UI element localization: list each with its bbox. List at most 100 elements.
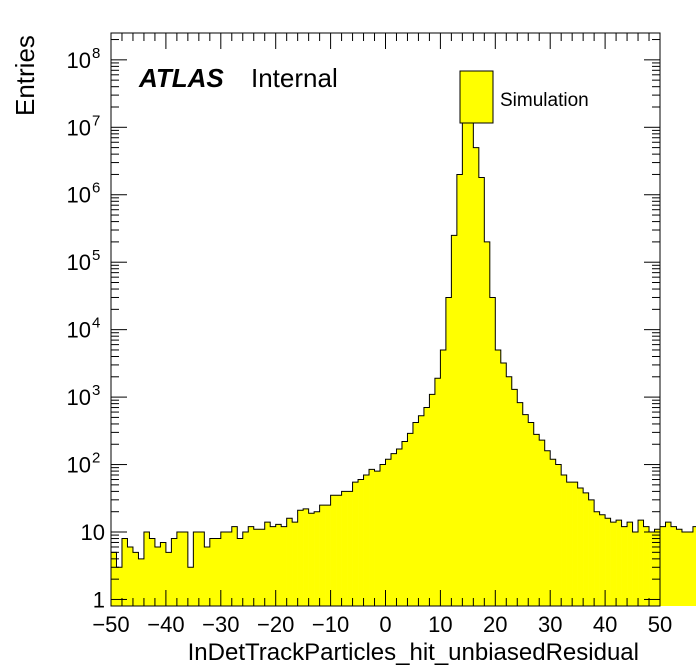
histogram-bar <box>632 532 639 606</box>
histogram-bar <box>182 532 189 606</box>
histogram-bar <box>434 378 441 606</box>
histogram-bar <box>341 491 348 606</box>
histogram-bar <box>429 394 436 606</box>
histogram-bar <box>171 538 178 606</box>
x-tick-label: −50 <box>92 612 129 637</box>
histogram-bar <box>259 529 266 606</box>
histogram-bar <box>412 422 419 606</box>
histogram-bar <box>121 538 128 606</box>
histogram-bar <box>237 538 244 606</box>
x-tick-label: 10 <box>428 612 452 637</box>
y-tick-label: 10 <box>67 115 91 140</box>
y-tick-label: 1 <box>93 587 105 612</box>
histogram-bar <box>605 518 611 606</box>
x-tick-label: 50 <box>648 612 672 637</box>
histogram-bar <box>467 113 474 606</box>
histogram-bar <box>511 389 518 606</box>
histogram-bar <box>681 532 688 606</box>
histogram-bar <box>270 526 276 606</box>
y-tick-label: 10 <box>67 385 91 410</box>
histogram-bar <box>621 526 628 606</box>
histogram-bar <box>154 546 161 606</box>
histogram-bar <box>198 532 205 606</box>
histogram-bar <box>550 459 556 606</box>
histogram-outline <box>110 113 696 606</box>
y-tick-exponent: 6 <box>92 180 100 197</box>
histogram-bar <box>500 363 507 606</box>
histogram-bar <box>692 526 696 606</box>
histogram-bar <box>687 532 694 606</box>
histogram-bar <box>643 526 650 606</box>
histogram-bar <box>374 471 381 606</box>
legend: Simulation <box>459 70 589 124</box>
histogram-bar <box>401 441 408 606</box>
histogram-bar <box>187 567 194 606</box>
histogram-bar <box>204 546 211 606</box>
histogram-bar <box>248 526 255 606</box>
histogram-bar <box>627 522 633 606</box>
histogram-bar <box>308 513 315 606</box>
histogram-bar <box>484 241 491 607</box>
histogram-bar <box>325 505 331 606</box>
histogram-bar <box>380 464 386 606</box>
histogram-bar <box>264 522 271 606</box>
histogram-bar <box>165 552 172 606</box>
histogram-bar <box>665 522 672 606</box>
histogram-bar <box>330 495 337 606</box>
histogram-bar <box>456 174 463 606</box>
histogram-bar <box>670 526 677 606</box>
histogram-bar <box>160 542 167 606</box>
x-tick-label: −30 <box>202 612 239 637</box>
histogram-bar <box>544 450 551 606</box>
x-tick-label: 30 <box>538 612 562 637</box>
histogram-bar <box>594 511 600 606</box>
histogram-bar <box>292 522 298 606</box>
histogram-bar <box>286 518 293 606</box>
x-axis-ticks: −50 −40 −30 −20 −10 0 10 20 30 40 50 <box>92 33 672 637</box>
histogram-bar <box>396 449 403 606</box>
histogram-bar <box>116 567 123 606</box>
histogram-bar <box>132 552 139 606</box>
histogram-bar <box>638 520 644 606</box>
histogram-bar <box>314 511 320 606</box>
histogram-bar <box>358 479 364 606</box>
histogram-bar <box>610 522 617 606</box>
y-tick-label: 10 <box>81 520 105 545</box>
histogram-bar <box>385 459 392 606</box>
histogram-bar <box>363 475 370 606</box>
histogram-bar <box>231 526 238 606</box>
x-axis-label: InDetTrackParticles_hit_unbiasedResidual <box>188 639 639 666</box>
histogram-bar <box>352 482 359 606</box>
histogram-bar <box>253 529 260 606</box>
internal-label: Internal <box>251 63 338 93</box>
y-tick-exponent: 3 <box>92 382 100 399</box>
histogram-bar <box>566 482 573 606</box>
y-tick-label: 10 <box>67 183 91 208</box>
histogram-bar <box>588 499 595 606</box>
histogram-bar <box>220 532 227 606</box>
histogram-bar <box>336 495 342 606</box>
x-tick-label: 20 <box>483 612 507 637</box>
histogram-bar <box>583 492 589 606</box>
y-tick-label: 10 <box>67 318 91 343</box>
y-tick-exponent: 2 <box>92 450 100 467</box>
histogram-bar <box>369 469 375 606</box>
histogram-bar <box>577 487 584 606</box>
x-tick-label: −10 <box>312 612 349 637</box>
histogram-bar <box>489 297 496 606</box>
x-tick-label: 0 <box>379 612 391 637</box>
histogram-bar <box>127 546 134 606</box>
histogram-bar <box>390 453 397 606</box>
histogram-bar <box>407 433 414 606</box>
histogram-bar <box>555 464 562 606</box>
y-tick-exponent: 8 <box>92 45 100 62</box>
histogram-bar <box>347 491 353 606</box>
histogram-bar <box>473 147 480 606</box>
histogram-bar <box>533 434 540 606</box>
histogram-bar <box>242 532 249 606</box>
atlas-label: ATLAS <box>138 63 224 93</box>
histogram-bar <box>149 538 156 606</box>
y-tick-exponent: 7 <box>92 112 100 129</box>
x-tick-label: −20 <box>257 612 294 637</box>
